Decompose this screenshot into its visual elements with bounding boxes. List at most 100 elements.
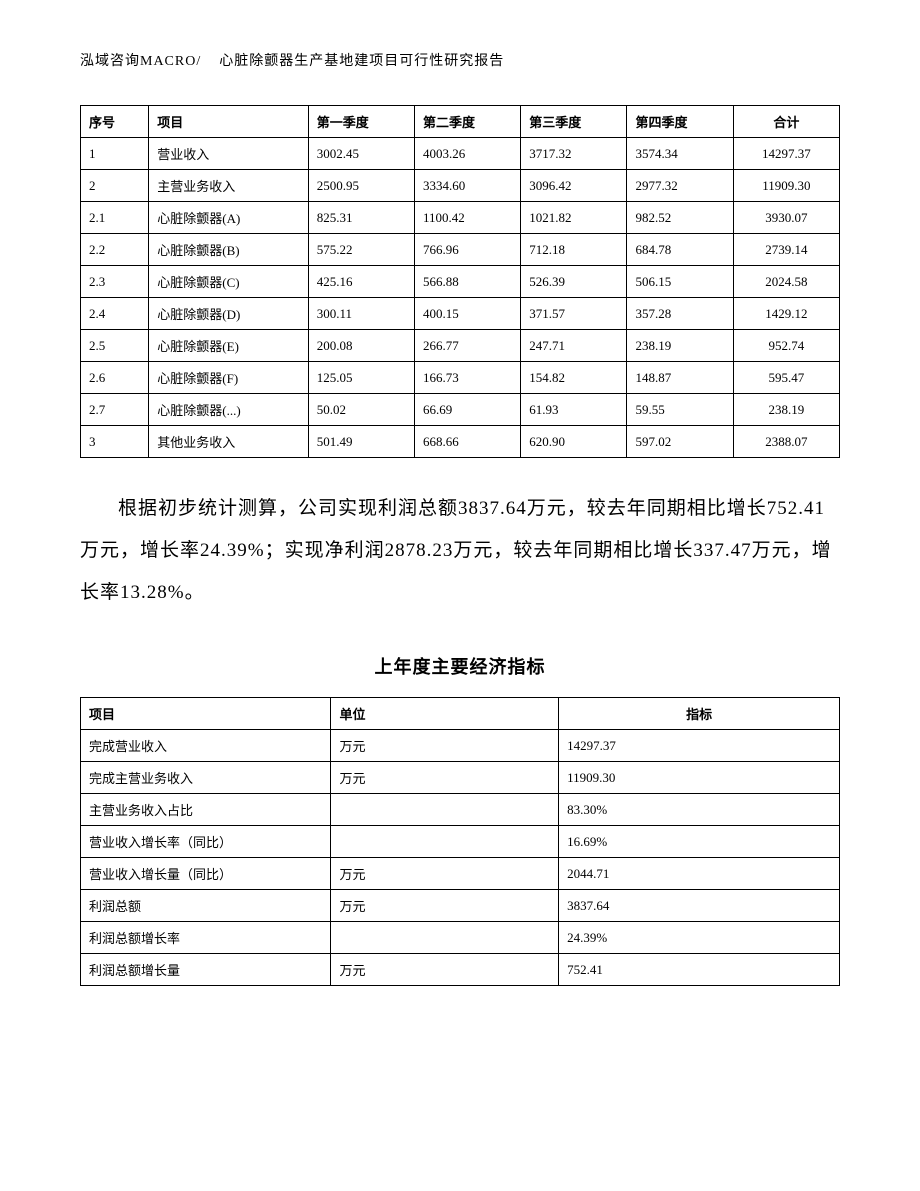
- col-indicator: 指标: [559, 698, 840, 730]
- table-cell: 2500.95: [308, 170, 414, 202]
- table-cell: 2977.32: [627, 170, 733, 202]
- table-row: 2.5心脏除颤器(E)200.08266.77247.71238.19952.7…: [81, 330, 840, 362]
- table-cell: 3334.60: [414, 170, 520, 202]
- col-item: 项目: [81, 698, 331, 730]
- table-cell: 506.15: [627, 266, 733, 298]
- table-cell: 575.22: [308, 234, 414, 266]
- table-cell: 利润总额增长率: [81, 922, 331, 954]
- table-cell: 心脏除颤器(B): [149, 234, 308, 266]
- table-cell: 3837.64: [559, 890, 840, 922]
- table-cell: 万元: [331, 762, 559, 794]
- table-cell: 266.77: [414, 330, 520, 362]
- table-cell: 501.49: [308, 426, 414, 458]
- table-cell: 万元: [331, 730, 559, 762]
- table-cell: 主营业务收入: [149, 170, 308, 202]
- table-cell: 154.82: [521, 362, 627, 394]
- table-row: 2.1心脏除颤器(A)825.311100.421021.82982.52393…: [81, 202, 840, 234]
- table-cell: 371.57: [521, 298, 627, 330]
- table-row: 2.3心脏除颤器(C)425.16566.88526.39506.152024.…: [81, 266, 840, 298]
- col-q1: 第一季度: [308, 106, 414, 138]
- document-header: 泓域咨询MACRO/ 心脏除颤器生产基地建项目可行性研究报告: [80, 50, 840, 70]
- table-cell: 心脏除颤器(F): [149, 362, 308, 394]
- document-title: 心脏除颤器生产基地建项目可行性研究报告: [219, 54, 504, 69]
- table-row: 2主营业务收入2500.953334.603096.422977.3211909…: [81, 170, 840, 202]
- table-cell: 2.5: [81, 330, 149, 362]
- table-cell: 526.39: [521, 266, 627, 298]
- table-cell: 620.90: [521, 426, 627, 458]
- table-row: 利润总额增长率 24.39%: [81, 922, 840, 954]
- table-cell: 2388.07: [733, 426, 839, 458]
- table-cell: 684.78: [627, 234, 733, 266]
- table1-body: 1营业收入3002.454003.263717.323574.3414297.3…: [81, 138, 840, 458]
- table-cell: 400.15: [414, 298, 520, 330]
- table-cell: 50.02: [308, 394, 414, 426]
- col-seq: 序号: [81, 106, 149, 138]
- table-cell: 3574.34: [627, 138, 733, 170]
- table-cell: [331, 922, 559, 954]
- table-cell: 11909.30: [733, 170, 839, 202]
- summary-paragraph: 根据初步统计测算，公司实现利润总额3837.64万元，较去年同期相比增长752.…: [80, 488, 840, 613]
- table-cell: 完成营业收入: [81, 730, 331, 762]
- table-cell: 心脏除颤器(E): [149, 330, 308, 362]
- table-cell: 148.87: [627, 362, 733, 394]
- table-cell: 1: [81, 138, 149, 170]
- table-row: 2.2心脏除颤器(B)575.22766.96712.18684.782739.…: [81, 234, 840, 266]
- company-name: 泓域咨询MACRO/: [80, 54, 201, 69]
- table-cell: 952.74: [733, 330, 839, 362]
- table-cell: 2.6: [81, 362, 149, 394]
- col-q3: 第三季度: [521, 106, 627, 138]
- table-cell: [331, 794, 559, 826]
- table-cell: [331, 826, 559, 858]
- table-cell: 3717.32: [521, 138, 627, 170]
- table-cell: 357.28: [627, 298, 733, 330]
- table-cell: 83.30%: [559, 794, 840, 826]
- table-cell: 238.19: [627, 330, 733, 362]
- table-row: 利润总额万元3837.64: [81, 890, 840, 922]
- table-cell: 66.69: [414, 394, 520, 426]
- table-cell: 566.88: [414, 266, 520, 298]
- table-row: 3其他业务收入501.49668.66620.90597.022388.07: [81, 426, 840, 458]
- table-cell: 2044.71: [559, 858, 840, 890]
- table-cell: 利润总额增长量: [81, 954, 331, 986]
- table-cell: 万元: [331, 954, 559, 986]
- table-cell: 完成主营业务收入: [81, 762, 331, 794]
- table-cell: 3: [81, 426, 149, 458]
- table-header-row: 序号 项目 第一季度 第二季度 第三季度 第四季度 合计: [81, 106, 840, 138]
- table-cell: 752.41: [559, 954, 840, 986]
- table-cell: 2.7: [81, 394, 149, 426]
- table-cell: 营业收入增长率（同比）: [81, 826, 331, 858]
- table-cell: 3002.45: [308, 138, 414, 170]
- table-row: 2.6心脏除颤器(F)125.05166.73154.82148.87595.4…: [81, 362, 840, 394]
- table-cell: 166.73: [414, 362, 520, 394]
- table-cell: 668.66: [414, 426, 520, 458]
- table-cell: 238.19: [733, 394, 839, 426]
- table-cell: 万元: [331, 858, 559, 890]
- col-item: 项目: [149, 106, 308, 138]
- table-cell: 595.47: [733, 362, 839, 394]
- col-q4: 第四季度: [627, 106, 733, 138]
- table-cell: 心脏除颤器(A): [149, 202, 308, 234]
- table-cell: 3930.07: [733, 202, 839, 234]
- table-row: 1营业收入3002.454003.263717.323574.3414297.3…: [81, 138, 840, 170]
- table-cell: 2.1: [81, 202, 149, 234]
- table-cell: 125.05: [308, 362, 414, 394]
- table-cell: 3096.42: [521, 170, 627, 202]
- table-cell: 2: [81, 170, 149, 202]
- table-cell: 心脏除颤器(C): [149, 266, 308, 298]
- table-cell: 2739.14: [733, 234, 839, 266]
- table-cell: 24.39%: [559, 922, 840, 954]
- table-cell: 1100.42: [414, 202, 520, 234]
- table-cell: 营业收入增长量（同比）: [81, 858, 331, 890]
- table-cell: 247.71: [521, 330, 627, 362]
- table-row: 完成主营业务收入万元11909.30: [81, 762, 840, 794]
- table-cell: 825.31: [308, 202, 414, 234]
- table-row: 利润总额增长量万元752.41: [81, 954, 840, 986]
- table-cell: 万元: [331, 890, 559, 922]
- table-cell: 16.69%: [559, 826, 840, 858]
- table-cell: 14297.37: [559, 730, 840, 762]
- table-cell: 主营业务收入占比: [81, 794, 331, 826]
- table-cell: 心脏除颤器(...): [149, 394, 308, 426]
- table-cell: 14297.37: [733, 138, 839, 170]
- economic-indicators-table: 项目 单位 指标 完成营业收入万元14297.37完成主营业务收入万元11909…: [80, 697, 840, 986]
- col-unit: 单位: [331, 698, 559, 730]
